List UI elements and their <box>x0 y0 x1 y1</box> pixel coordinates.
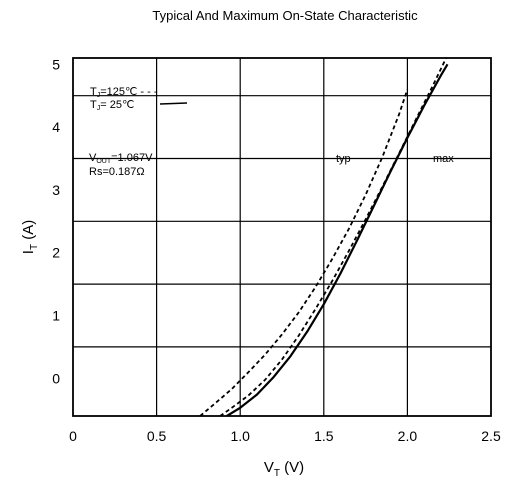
y-tick-label: 2 <box>52 245 60 261</box>
x-tick-label: 1.5 <box>314 428 334 444</box>
y-tick-label: 0 <box>52 370 60 386</box>
legend: TJ=125℃ - - - TJ= 25℃ <box>90 86 188 112</box>
plot-frame <box>72 57 492 417</box>
y-tick-label: 1 <box>52 308 60 324</box>
y-axis-label: IT (A) <box>20 220 40 254</box>
x-axis-label: VT (V) <box>264 459 304 479</box>
y-tick-label: 4 <box>52 119 60 135</box>
device-parameters: VOUT=1.067V Rs=0.187Ω <box>89 152 153 178</box>
annotation-max: max <box>433 153 454 165</box>
grid <box>73 58 491 416</box>
x-tick-label: 1.0 <box>230 428 250 444</box>
y-tick-label: 3 <box>52 182 60 198</box>
x-tick-label: 2.5 <box>481 428 501 444</box>
y-tick-label: 5 <box>52 56 60 72</box>
param-rs: Rs=0.187Ω <box>89 166 145 178</box>
tick-labels: 0 1 2 3 4 5 0 0.5 1.0 1.5 2.0 2.5 <box>52 56 501 444</box>
annotation-typ: typ <box>336 153 351 165</box>
series-group <box>199 58 449 416</box>
legend-entry-25c: TJ= 25℃ <box>90 99 134 112</box>
x-tick-label: 2.0 <box>398 428 418 444</box>
legend-entry-125c: TJ=125℃ - - - <box>90 86 158 99</box>
series-line-2 <box>219 58 448 416</box>
series-line-1 <box>199 89 409 416</box>
param-vout: VOUT=1.067V <box>89 152 153 165</box>
legend-solid-swatch <box>159 102 188 105</box>
chart-title: Typical And Maximum On-State Characteris… <box>152 8 418 23</box>
x-tick-label: 0 <box>69 428 77 444</box>
x-tick-label: 0.5 <box>147 428 167 444</box>
series-line-3 <box>226 63 449 416</box>
